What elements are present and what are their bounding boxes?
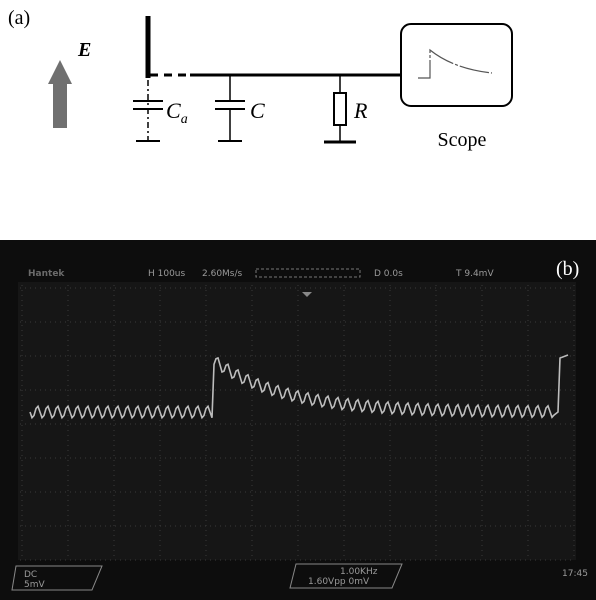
memory-bar (255, 268, 361, 278)
waveform (29, 354, 569, 420)
panel-label: (b) (556, 258, 579, 280)
panel-label: (a) (8, 7, 30, 29)
trigger-marker (302, 292, 312, 297)
sample-rate: 2.60Ms/s (202, 269, 243, 279)
horizontal: H 100us (148, 269, 186, 279)
channel-scale: 5mV (24, 580, 45, 590)
channel-box (11, 565, 103, 591)
panel-b: Hantek H 100us 2.60Ms/s D 0.0s T 9.4mV (… (0, 240, 596, 600)
r-label: R (353, 98, 368, 123)
trigger-vpp: 1.60Vpp 0mV (308, 577, 370, 587)
trigger-box (289, 563, 403, 589)
c-label: C (250, 98, 265, 123)
ca-label: Ca (166, 98, 188, 127)
panel-a: (a) E Ca C R Scope (8, 7, 513, 151)
resistor (333, 92, 347, 126)
arrow-head (48, 60, 72, 84)
ca-subscript: a (181, 112, 188, 127)
channel-coupling: DC (24, 570, 37, 580)
delay: D 0.0s (374, 269, 403, 279)
trigger: T 9.4mV (455, 269, 494, 279)
arrow-shaft (53, 82, 67, 128)
clock: 17:45 (562, 569, 588, 579)
trigger-freq: 1.00KHz (340, 567, 378, 577)
scope-label: Scope (438, 129, 487, 151)
field-label: E (77, 39, 91, 61)
graticule (20, 285, 575, 561)
screen (18, 282, 576, 560)
brand: Hantek (28, 269, 65, 279)
scope-trace (418, 48, 493, 79)
ca-symbol: C (166, 98, 181, 123)
